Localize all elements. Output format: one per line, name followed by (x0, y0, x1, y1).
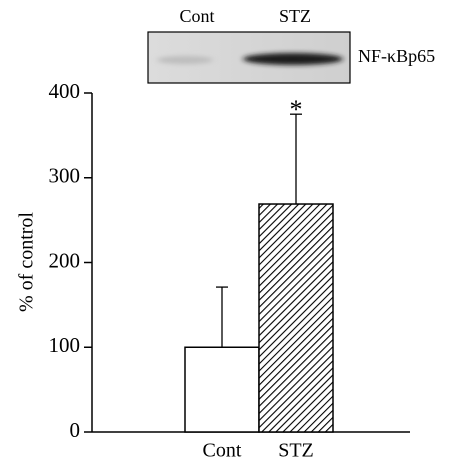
y-tick-label: 0 (70, 418, 81, 442)
bar (185, 347, 259, 432)
western-blot (148, 32, 350, 83)
bar (259, 204, 333, 432)
y-tick-label: 200 (49, 248, 81, 272)
y-axis-label: % of control (16, 212, 38, 312)
x-tick-label: STZ (278, 440, 314, 462)
chart: Cont STZ NF-κBp65 % of control 0 100 200 30… (0, 0, 457, 463)
blot-band-faint (157, 56, 213, 64)
blot-lane-label: Cont (179, 6, 214, 26)
y-tick-label: 300 (49, 164, 81, 188)
blot-band (243, 53, 343, 65)
x-tick-label: Cont (203, 440, 242, 462)
y-tick-label: 100 (49, 333, 81, 357)
blot-protein-label: NF-κBp65 (358, 46, 435, 66)
annotation: * (290, 95, 303, 124)
blot-lane-label: STZ (279, 6, 311, 26)
y-tick-label: 400 (49, 79, 81, 103)
